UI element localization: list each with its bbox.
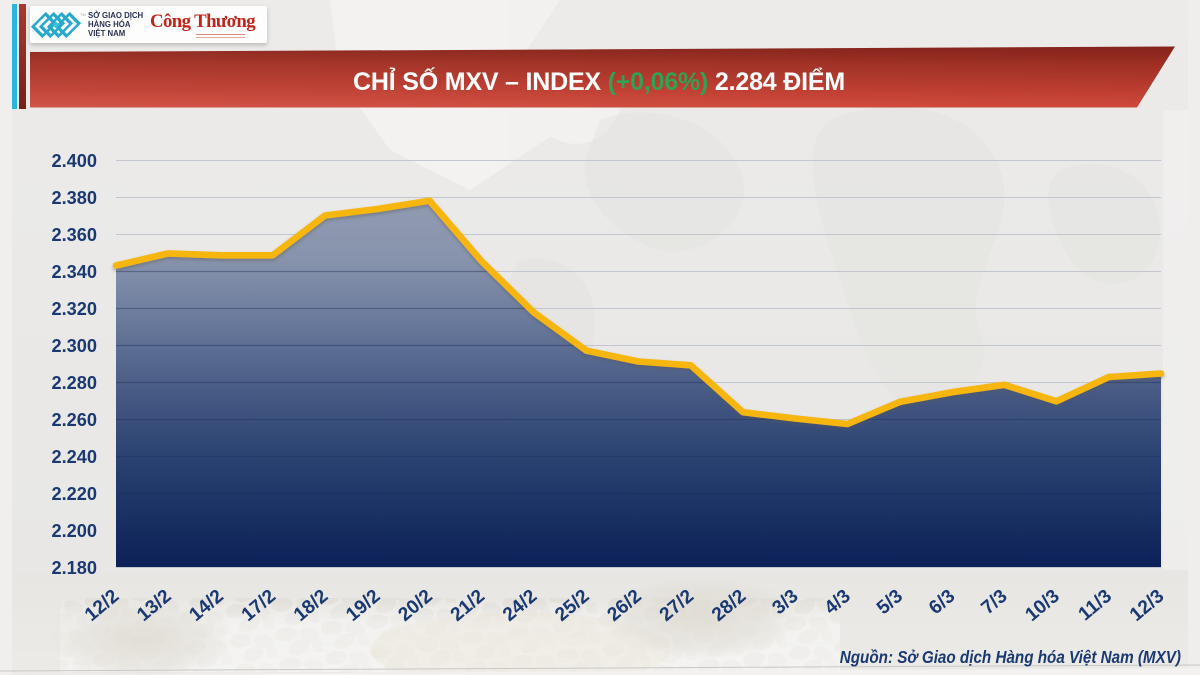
- svg-text:2.280: 2.280: [51, 373, 97, 393]
- svg-text:2.180: 2.180: [51, 558, 97, 578]
- svg-text:12/3: 12/3: [1126, 586, 1168, 626]
- svg-text:19/2: 19/2: [342, 586, 384, 626]
- svg-text:6/3: 6/3: [925, 586, 959, 619]
- svg-text:12/2: 12/2: [81, 586, 123, 626]
- svg-text:25/2: 25/2: [551, 586, 593, 626]
- svg-text:2.300: 2.300: [51, 336, 97, 356]
- svg-text:3/3: 3/3: [769, 586, 803, 619]
- svg-text:2.360: 2.360: [51, 225, 97, 245]
- svg-text:26/2: 26/2: [604, 586, 646, 626]
- svg-text:TM: TM: [80, 12, 86, 17]
- svg-text:5/3: 5/3: [873, 586, 907, 619]
- svg-text:18/2: 18/2: [290, 586, 332, 626]
- svg-text:7/3: 7/3: [978, 586, 1012, 619]
- svg-text:28/2: 28/2: [708, 586, 750, 626]
- svg-text:21/2: 21/2: [447, 586, 489, 626]
- svg-text:2.400: 2.400: [51, 151, 97, 171]
- svg-text:2.320: 2.320: [51, 299, 97, 319]
- svg-text:20/2: 20/2: [395, 586, 437, 626]
- svg-text:2.200: 2.200: [51, 521, 97, 541]
- svg-text:2.220: 2.220: [51, 484, 97, 504]
- svg-text:2.260: 2.260: [51, 410, 97, 430]
- svg-text:27/2: 27/2: [656, 586, 698, 626]
- svg-text:13/2: 13/2: [133, 586, 175, 626]
- svg-text:10/3: 10/3: [1022, 586, 1064, 626]
- svg-text:24/2: 24/2: [499, 586, 541, 626]
- svg-text:2.240: 2.240: [51, 447, 97, 467]
- svg-text:11/3: 11/3: [1075, 586, 1116, 625]
- svg-text:4/3: 4/3: [821, 586, 855, 619]
- svg-text:17/2: 17/2: [238, 586, 280, 626]
- svg-text:14/2: 14/2: [186, 586, 228, 626]
- svg-text:2.380: 2.380: [51, 188, 97, 208]
- svg-text:2.340: 2.340: [51, 262, 97, 282]
